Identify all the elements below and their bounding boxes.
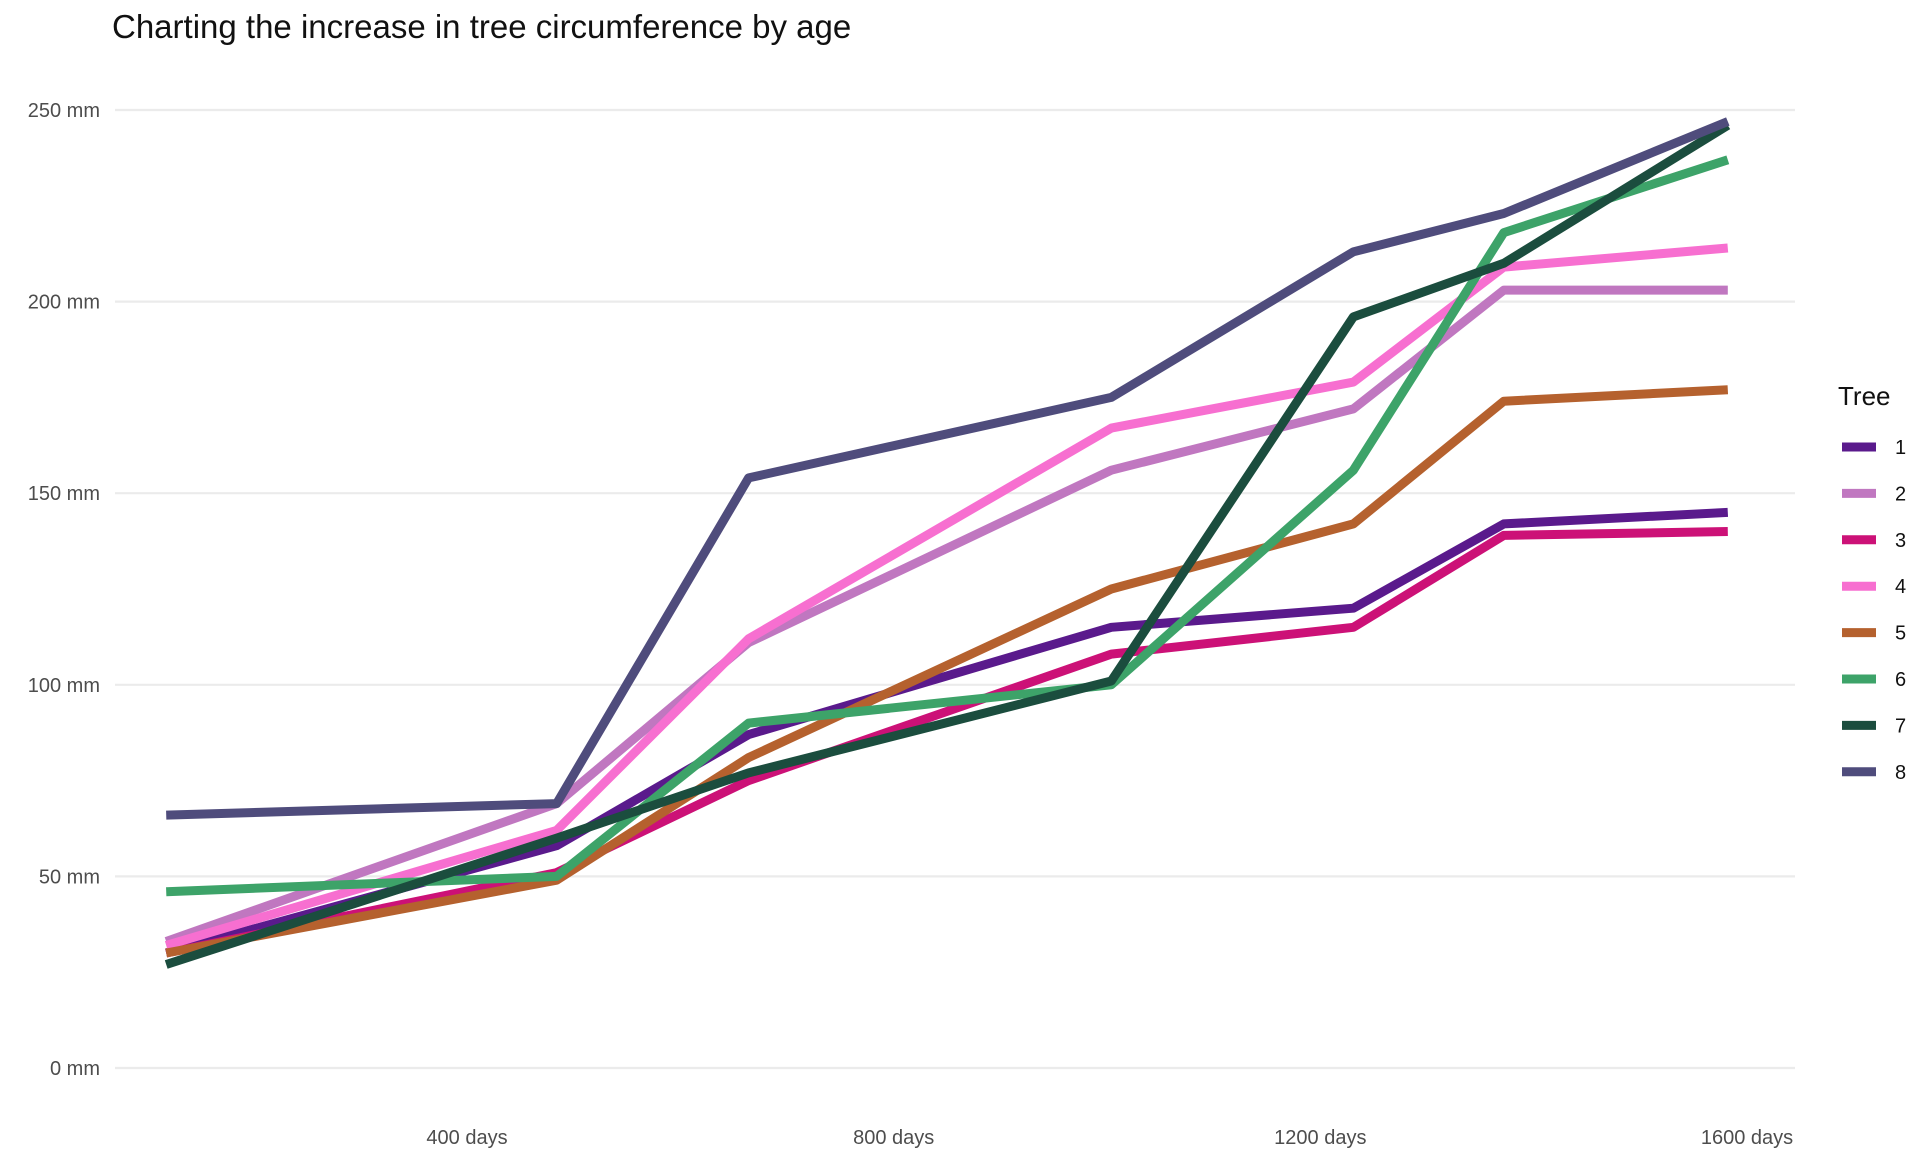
series-lines [164,117,1731,969]
legend-label-tree-5: 5 [1895,623,1906,645]
legend-label-tree-6: 6 [1895,669,1906,691]
series-line-tree-4 [164,243,1729,950]
x-tick-label: 1200 days [1274,1127,1366,1149]
x-axis-ticks: 400 days 800 days 1200 days 1600 days [426,1127,1793,1149]
series-line-tree-2 [164,285,1728,946]
legend-label-tree-8: 8 [1895,762,1906,784]
legend-label-tree-3: 3 [1895,530,1906,552]
y-tick-label: 100 mm [28,675,100,697]
legend-label-tree-2: 2 [1895,483,1906,505]
gridlines [115,108,1795,1070]
y-tick-label: 50 mm [39,866,100,888]
legend-label-tree-4: 4 [1895,576,1906,598]
chart-title: Charting the increase in tree circumfere… [112,8,852,45]
y-tick-label: 250 mm [28,100,100,122]
y-axis-ticks: 0 mm 50 mm 100 mm 150 mm 200 mm 250 mm [28,100,100,1080]
x-tick-label: 1600 days [1701,1127,1793,1149]
x-tick-label: 800 days [853,1127,934,1149]
series-line-tree-1 [165,507,1729,958]
y-tick-label: 0 mm [50,1058,100,1080]
legend-title: Tree [1838,381,1891,411]
legend-label-tree-7: 7 [1895,715,1906,737]
legend: Tree 1 2 3 4 5 6 7 8 [1838,381,1906,784]
series-line-tree-7 [164,121,1731,969]
series-line-tree-8 [166,117,1730,820]
legend-label-tree-1: 1 [1895,437,1906,459]
x-tick-label: 400 days [426,1127,507,1149]
y-tick-label: 150 mm [28,483,100,505]
y-tick-label: 200 mm [28,292,100,314]
